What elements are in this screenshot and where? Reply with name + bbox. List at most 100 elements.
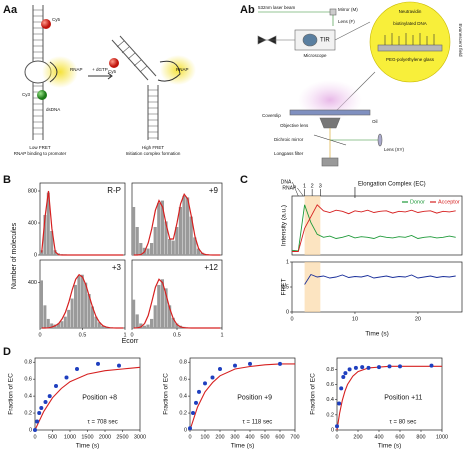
bar xyxy=(186,197,190,255)
x-tick-label: 2000 xyxy=(99,434,111,440)
x-axis-label: Time (s) xyxy=(231,443,255,450)
bar xyxy=(150,318,154,328)
y-tick-label: 0.2 xyxy=(179,411,187,417)
bar xyxy=(139,243,143,255)
y-axis-label: Fraction of EC xyxy=(310,373,317,415)
bar xyxy=(171,240,175,255)
label: Dichroic mirror xyxy=(274,137,304,142)
bar xyxy=(175,323,179,328)
dna-rungs xyxy=(148,89,158,139)
label: biotinylated DNA xyxy=(393,21,427,26)
data-point xyxy=(398,364,402,369)
y-tick-label: 0 xyxy=(331,427,334,433)
bar xyxy=(164,288,168,328)
dna-strand xyxy=(119,35,157,77)
data-point xyxy=(278,361,282,366)
x-tick-label: 600 xyxy=(395,434,404,440)
data-point xyxy=(96,361,100,366)
label: Coverslip xyxy=(262,113,281,118)
y-tick-label: 0.8 xyxy=(179,360,187,366)
label: RNAP xyxy=(70,67,83,72)
ec-label: Elongation Complex (EC) xyxy=(358,182,426,188)
bar xyxy=(142,325,146,328)
bar xyxy=(150,243,154,255)
panel-label: C xyxy=(240,174,248,186)
x-tick-label: 0 xyxy=(33,434,36,440)
x-tick-label: 500 xyxy=(260,434,269,440)
bar xyxy=(74,284,77,328)
bar xyxy=(53,250,57,255)
bar xyxy=(153,227,157,255)
lens-xy xyxy=(377,133,383,147)
bar xyxy=(164,221,168,255)
x-tick-label: 10 xyxy=(352,316,358,322)
zoom-line xyxy=(334,21,371,41)
objective-lens xyxy=(319,117,341,129)
cy3-dye xyxy=(37,90,47,100)
x-tick-label: 200 xyxy=(215,434,224,440)
label: Objective lens xyxy=(280,123,309,128)
x-axis-label: Time (s) xyxy=(76,443,100,450)
bar xyxy=(157,203,161,255)
bar xyxy=(135,227,139,255)
bar xyxy=(84,282,88,328)
bar xyxy=(178,207,182,255)
data-point xyxy=(347,367,352,372)
x-tick-label: 1000 xyxy=(64,434,76,440)
plot-frame xyxy=(189,357,296,431)
data-point xyxy=(117,363,121,368)
bar xyxy=(50,231,54,255)
bar xyxy=(157,284,161,328)
bar xyxy=(146,248,150,255)
x-tick-label: 200 xyxy=(353,434,362,440)
x-tick-label: 1500 xyxy=(81,434,93,440)
dna-tethers xyxy=(384,33,435,45)
bar xyxy=(193,237,197,255)
x-tick-label: 0 xyxy=(335,434,338,440)
label: RNAP xyxy=(176,67,189,72)
y-tick-label: 0.5 xyxy=(281,284,289,290)
y-axis-label: Fraction of EC xyxy=(163,373,170,415)
label: Lens (F) xyxy=(338,19,355,24)
bar xyxy=(67,309,71,328)
legend-label: Acceptor xyxy=(438,199,460,205)
diagram-ab xyxy=(257,1,451,167)
label: PEG-polyethylene glass xyxy=(386,57,435,62)
fit-curve xyxy=(133,278,221,329)
panel-label: Aa xyxy=(3,4,18,16)
inset xyxy=(369,1,451,83)
x-axis-label: Ecorr xyxy=(122,338,139,345)
bar xyxy=(101,325,105,328)
step-label: 1 xyxy=(303,183,306,189)
y-tick-label: 0.4 xyxy=(326,397,334,403)
data-point xyxy=(39,405,44,410)
y-tick-label: 0.4 xyxy=(24,394,32,400)
data-point xyxy=(203,381,207,386)
y-tick-label: 0.2 xyxy=(24,411,32,417)
y-axis-label: Intensity (a.u.) xyxy=(281,205,288,246)
bar xyxy=(40,280,43,328)
rnap xyxy=(160,55,196,85)
marker-label: DNA xyxy=(281,179,292,185)
y-tick-label: 0.6 xyxy=(24,377,32,383)
x-tick-label: 3000 xyxy=(134,434,146,440)
bar xyxy=(57,323,60,328)
bar xyxy=(91,306,94,328)
glass xyxy=(377,44,443,52)
x-tick-label: 0.5 xyxy=(79,332,87,338)
x-tick-label: 0 xyxy=(188,434,191,440)
bar xyxy=(94,316,98,328)
x-tick-label: 800 xyxy=(416,434,425,440)
bar xyxy=(171,317,175,328)
y-tick-label: 800 xyxy=(28,188,37,194)
bar xyxy=(43,305,47,328)
marker-arrow xyxy=(297,187,304,197)
data-point xyxy=(377,365,381,370)
panel-label: B xyxy=(3,174,11,186)
label: Cy3 xyxy=(22,92,30,97)
label: Cy5 xyxy=(108,69,116,74)
cy5-dye xyxy=(41,19,51,29)
x-tick-label: 100 xyxy=(200,434,209,440)
